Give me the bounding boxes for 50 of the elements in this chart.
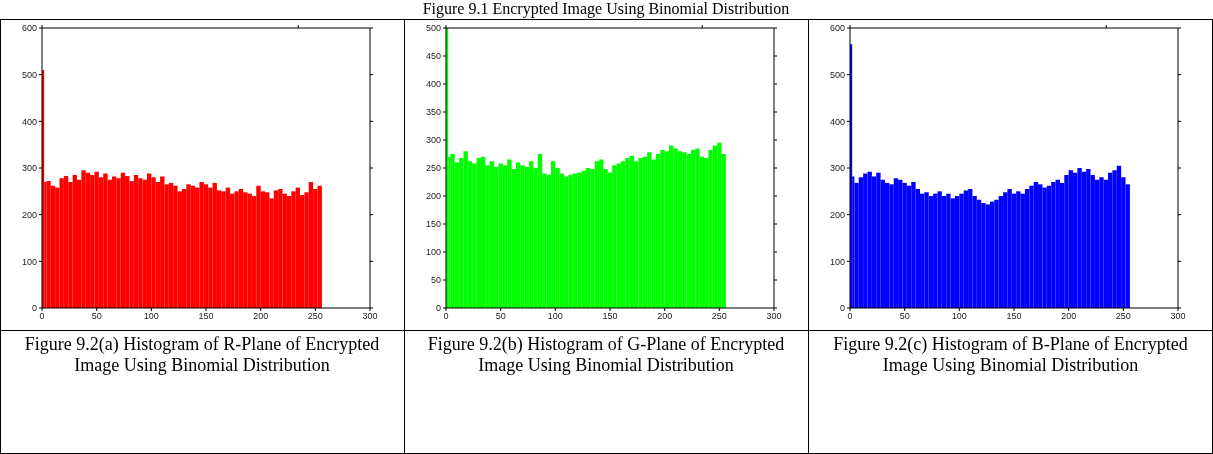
y-tick-label: 500 xyxy=(425,23,441,34)
y-tick-label: 0 xyxy=(839,303,845,314)
x-tick-label: 300 xyxy=(766,311,782,322)
y-tick-label: 300 xyxy=(829,163,845,174)
y-tick-label: 50 xyxy=(430,275,441,286)
x-tick-label: 100 xyxy=(143,311,159,322)
y-tick-label: 100 xyxy=(425,247,441,258)
y-tick-label: 200 xyxy=(425,191,441,202)
x-tick-label: 300 xyxy=(1170,311,1186,322)
y-tick-label: 300 xyxy=(425,135,441,146)
y-tick-label: 300 xyxy=(21,163,37,174)
x-tick-label: 50 xyxy=(899,311,910,322)
x-tick-label: 200 xyxy=(253,311,269,322)
x-tick-label: 150 xyxy=(602,311,618,322)
x-tick-label: 50 xyxy=(495,311,506,322)
y-tick-label: 350 xyxy=(425,107,441,118)
y-tick-label: 500 xyxy=(829,69,845,80)
x-tick-label: 200 xyxy=(1061,311,1077,322)
y-tick-label: 150 xyxy=(425,219,441,230)
caption: Figure 9.2(a) Histogram of R-Plane of Encrypted Image Using Binomial Distribution xyxy=(23,334,381,376)
x-tick-label: 150 xyxy=(198,311,214,322)
x-tick-label: 0 xyxy=(39,311,45,322)
x-tick-label: 250 xyxy=(1115,311,1131,322)
x-tick-label: 150 xyxy=(1006,311,1022,322)
caption: Figure 9.2(b) Histogram of G-Plane of Encrypted Image Using Binomial Distribution xyxy=(426,334,786,376)
y-tick-label: 250 xyxy=(425,163,441,174)
x-tick-label: 100 xyxy=(547,311,563,322)
x-tick-label: 250 xyxy=(307,311,323,322)
y-tick-label: 400 xyxy=(425,79,441,90)
y-tick-label: 600 xyxy=(21,23,37,34)
chart-title: Figure 9.1 Encrypted Image Using Binomial Distribution xyxy=(421,0,791,18)
x-tick-label: 200 xyxy=(657,311,673,322)
y-tick-label: 600 xyxy=(829,23,845,34)
y-tick-label: 0 xyxy=(435,303,441,314)
x-tick-label: 300 xyxy=(362,311,378,322)
y-tick-label: 500 xyxy=(21,69,37,80)
y-tick-label: 200 xyxy=(21,209,37,220)
x-tick-label: 50 xyxy=(91,311,102,322)
x-tick-label: 250 xyxy=(711,311,727,322)
y-tick-label: 450 xyxy=(425,51,441,62)
x-tick-label: 100 xyxy=(951,311,967,322)
y-tick-label: 200 xyxy=(829,209,845,220)
y-tick-label: 100 xyxy=(829,256,845,267)
caption: Figure 9.2(c) Histogram of B-Plane of Encrypted Image Using Binomial Distribution xyxy=(832,334,1189,376)
x-tick-label: 0 xyxy=(443,311,449,322)
y-tick-label: 0 xyxy=(31,303,37,314)
y-tick-label: 100 xyxy=(21,256,37,267)
y-tick-label: 400 xyxy=(21,116,37,127)
y-tick-label: 400 xyxy=(829,116,845,127)
x-tick-label: 0 xyxy=(847,311,853,322)
